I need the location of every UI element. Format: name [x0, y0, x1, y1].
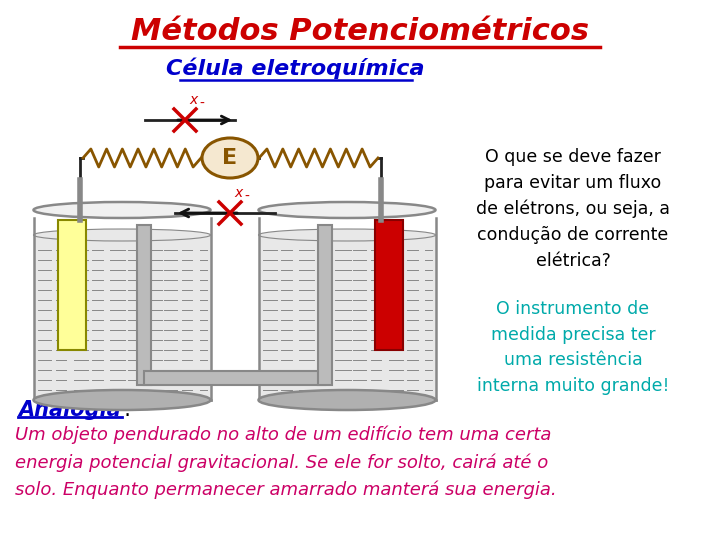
Bar [58, 220, 86, 350]
Ellipse shape [34, 390, 210, 410]
Bar [375, 220, 403, 350]
Ellipse shape [258, 202, 436, 218]
Bar [259, 235, 436, 400]
Text: -: - [244, 190, 249, 204]
Text: -: - [199, 97, 204, 111]
Bar [318, 225, 332, 385]
Text: E: E [222, 148, 238, 168]
Text: Analogia: Analogia [18, 400, 121, 420]
Ellipse shape [202, 138, 258, 178]
Bar [34, 235, 211, 400]
Text: x: x [189, 93, 197, 107]
Text: x: x [234, 186, 242, 200]
Text: Métodos Potenciométricos: Métodos Potenciométricos [131, 17, 589, 46]
Text: O instrumento de
medida precisa ter
uma resistência
interna muito grande!: O instrumento de medida precisa ter uma … [477, 300, 669, 395]
Text: :: : [124, 400, 131, 420]
Bar [137, 225, 151, 385]
Text: Célula eletroquímica: Célula eletroquímica [166, 57, 424, 79]
Ellipse shape [34, 202, 210, 218]
Text: O que se deve fazer
para evitar um fluxo
de elétrons, ou seja, a
condução de cor: O que se deve fazer para evitar um fluxo… [476, 148, 670, 269]
Text: Um objeto pendurado no alto de um edifício tem uma certa
energia potencial gravi: Um objeto pendurado no alto de um edifíc… [15, 426, 557, 499]
Bar [144, 371, 325, 385]
Ellipse shape [258, 229, 436, 241]
Ellipse shape [34, 229, 210, 241]
Ellipse shape [258, 390, 436, 410]
